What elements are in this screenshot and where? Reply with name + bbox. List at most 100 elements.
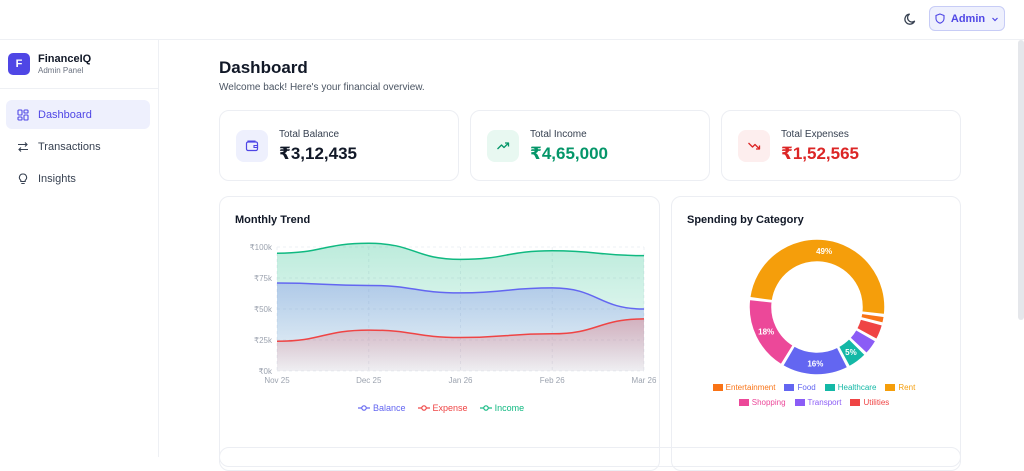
legend-label: Healthcare (837, 383, 877, 392)
legend-swatch (885, 384, 896, 391)
page-title: Dashboard (219, 58, 308, 77)
x-tick-label: Mar 26 (632, 376, 657, 385)
y-tick-label: ₹100k (250, 243, 273, 252)
sidebar: F FinanceIQ Admin Panel Dashboard Transa… (0, 40, 159, 457)
trending-down-icon (748, 142, 761, 150)
x-tick-label: Nov 25 (264, 376, 290, 385)
slice-shopping[interactable] (748, 298, 795, 366)
legend-row: Entertainment Food Healthcare Rent (694, 383, 934, 392)
brand-logo: F (8, 53, 30, 75)
stat-card-income: Total Income ₹4,65,000 (470, 110, 710, 181)
slice-rent[interactable] (748, 239, 886, 316)
legend-swatch (794, 399, 805, 406)
trend-legend: Balance Expense Income (358, 403, 524, 413)
legend-item-food[interactable]: Food (784, 383, 816, 392)
x-tick-label: Dec 25 (356, 376, 382, 385)
wallet-icon (245, 140, 259, 152)
stat-icon-box (236, 130, 268, 162)
monthly-trend-title: Monthly Trend (235, 214, 311, 226)
brand: F FinanceIQ Admin Panel (8, 53, 91, 75)
legend-item-utilities[interactable]: Utilities (850, 398, 889, 407)
line-marker-icon (479, 405, 492, 411)
stat-label: Total Balance (279, 129, 340, 140)
sidebar-item-label: Dashboard (38, 108, 92, 121)
grid-icon (17, 108, 29, 121)
category-legend: Entertainment Food Healthcare Rent Shopping T… (694, 383, 934, 413)
legend-label: Food (797, 383, 816, 392)
legend-label: Expense (432, 403, 468, 413)
sidebar-divider (0, 88, 158, 89)
sidebar-item-label: Insights (38, 172, 76, 185)
legend-item-healthcare[interactable]: Healthcare (824, 383, 877, 392)
line-expense[interactable] (276, 318, 645, 342)
legend-swatch (712, 384, 723, 391)
theme-toggle-button[interactable] (902, 10, 920, 28)
slice-label: 18% (758, 328, 774, 337)
arrows-icon (18, 141, 28, 152)
stat-label: Total Income (530, 129, 587, 140)
stat-card-balance: Total Balance ₹3,12,435 (219, 110, 459, 181)
page-subtitle: Welcome back! Here's your financial over… (219, 82, 425, 93)
slice-food[interactable] (781, 344, 849, 376)
area-expense (277, 318, 644, 371)
spending-category-card: Spending by Category 49% 5% 16% 18% Enterta… (671, 196, 961, 471)
trending-up-icon (497, 142, 510, 150)
legend-label: Transport (807, 398, 842, 407)
sidebar-item-insights[interactable]: Insights (6, 164, 150, 193)
slice-healthcare[interactable] (837, 337, 867, 368)
scrollbar[interactable] (1018, 40, 1024, 320)
stat-icon-box (487, 130, 519, 162)
stat-card-expenses: Total Expenses ₹1,52,565 (721, 110, 961, 181)
lightbulb-icon (18, 172, 28, 184)
legend-label: Rent (898, 383, 916, 392)
legend-swatch (850, 399, 861, 406)
slice-entertainment[interactable] (859, 312, 886, 325)
line-marker-icon (358, 405, 370, 411)
slice-label: 16% (807, 359, 823, 368)
spending-donut-chart: 49% 5% 16% 18% (748, 239, 886, 376)
y-tick-label: ₹25k (254, 336, 273, 345)
brand-subtitle: Admin Panel (38, 66, 84, 75)
line-balance[interactable] (276, 282, 645, 310)
chevron-down-icon (992, 17, 999, 21)
legend-item-balance[interactable]: Balance (358, 403, 406, 413)
shield-icon (935, 13, 945, 24)
stat-label: Total Expenses (781, 129, 849, 140)
legend-label: Balance (373, 403, 406, 413)
legend-item-shopping[interactable]: Shopping (738, 398, 786, 407)
sidebar-item-label: Transactions (38, 140, 101, 153)
y-tick-label: ₹75k (254, 274, 273, 283)
legend-swatch (824, 384, 835, 391)
legend-label: Income (494, 403, 525, 413)
moon-icon (904, 13, 916, 25)
slice-utilities[interactable] (855, 317, 884, 341)
legend-row: Shopping Transport Utilities (694, 398, 934, 407)
user-menu-label: Admin (950, 12, 986, 25)
x-tick-label: Feb 26 (540, 376, 565, 385)
stat-value: ₹4,65,000 (530, 144, 609, 163)
slice-label: 5% (845, 348, 857, 357)
user-menu-button[interactable]: Admin (929, 6, 1005, 31)
slice-label: 49% (816, 247, 832, 256)
sidebar-item-transactions[interactable]: Transactions (6, 132, 150, 161)
sidebar-nav: Dashboard Transactions Insights (6, 100, 150, 196)
y-tick-label: ₹50k (254, 305, 273, 314)
line-income[interactable] (276, 242, 645, 261)
legend-item-income[interactable]: Income (479, 403, 525, 413)
legend-item-expense[interactable]: Expense (417, 403, 468, 413)
monthly-trend-chart: ₹0k ₹25k ₹50k ₹75k ₹100k Nov 25 Dec 25 Jan 26 Fe… (250, 242, 657, 385)
stat-value: ₹1,52,565 (781, 144, 860, 163)
legend-swatch (738, 399, 749, 406)
slice-transport[interactable] (848, 328, 877, 355)
legend-item-entertainment[interactable]: Entertainment (712, 383, 775, 392)
legend-label: Utilities (863, 398, 890, 407)
line-marker-icon (417, 405, 430, 411)
sidebar-item-dashboard[interactable]: Dashboard (6, 100, 150, 129)
brand-name: FinanceIQ (38, 53, 92, 65)
spending-category-title: Spending by Category (687, 214, 804, 226)
next-card-edge (219, 447, 961, 467)
legend-swatch (784, 384, 795, 391)
legend-item-transport[interactable]: Transport (794, 398, 842, 407)
legend-item-rent[interactable]: Rent (885, 383, 915, 392)
top-bar: Admin (0, 0, 1024, 40)
